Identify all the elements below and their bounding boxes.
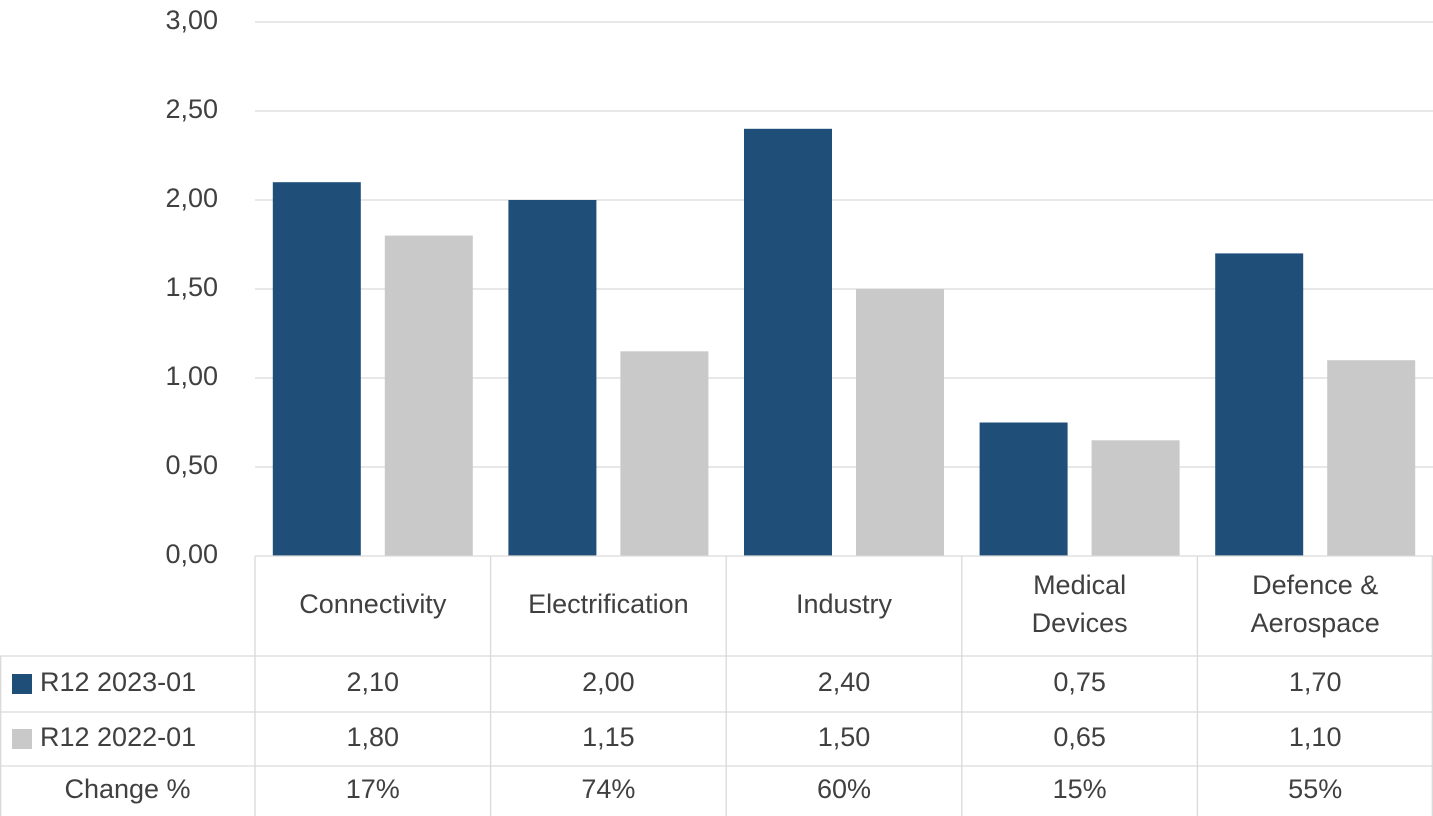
bar-r12-2022-01 [620,351,709,556]
y-tick-label: 1,50 [165,272,218,302]
row-label-change: Change % [64,774,190,804]
y-tick-label: 2,00 [165,183,218,213]
data-label: 1,70 [1289,667,1342,697]
data-label: 1,10 [1289,722,1342,752]
data-label: 2,00 [582,667,635,697]
x-category-label: Defence & [1252,570,1378,600]
bar-r12-2022-01 [384,235,473,556]
change-percent-label: 60% [817,774,871,804]
data-label: 1,80 [347,722,400,752]
bar-r12-2023-01 [508,200,597,556]
y-tick-label: 3,00 [165,5,218,35]
x-category-label: Electrification [528,589,689,619]
bar-r12-2022-01 [1091,440,1180,556]
bar-r12-2022-01 [1327,360,1416,556]
y-tick-label: 2,50 [165,94,218,124]
legend-key [12,729,32,749]
change-percent-label: 74% [581,774,635,804]
data-label: 2,40 [818,667,871,697]
x-category-label: Industry [796,589,893,619]
data-label: 1,50 [818,722,871,752]
y-tick-label: 0,50 [165,450,218,480]
x-category-label: Aerospace [1251,608,1380,638]
legend-label: R12 2023-01 [40,667,196,697]
bar-r12-2023-01 [979,422,1068,556]
change-percent-label: 15% [1053,774,1107,804]
bar-r12-2023-01 [744,128,832,557]
change-percent-label: 55% [1288,774,1342,804]
x-category-label: Connectivity [299,589,447,619]
data-label: 2,10 [347,667,400,697]
data-label: 0,75 [1053,667,1106,697]
bar-r12-2022-01 [856,289,944,556]
data-label: 0,65 [1053,722,1106,752]
bar-r12-2023-01 [272,182,361,556]
x-category-label: Devices [1032,608,1128,638]
data-label: 1,15 [582,722,635,752]
bar-r12-2023-01 [1215,253,1304,556]
legend-key [12,674,32,694]
y-tick-label: 0,00 [165,539,218,569]
y-tick-label: 1,00 [165,361,218,391]
legend-label: R12 2022-01 [40,722,196,752]
x-category-label: Medical [1033,570,1126,600]
change-percent-label: 17% [346,774,400,804]
